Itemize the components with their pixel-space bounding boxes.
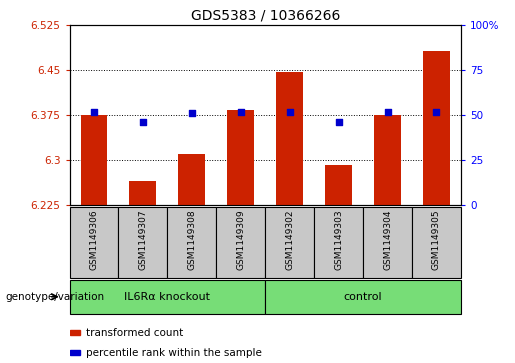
Bar: [118, 207, 167, 278]
Bar: [70, 350, 80, 355]
Bar: [178, 154, 205, 205]
Bar: [412, 207, 461, 278]
Bar: [276, 72, 303, 205]
Text: IL6Rα knockout: IL6Rα knockout: [125, 292, 210, 302]
Bar: [70, 280, 265, 314]
Point: [383, 109, 391, 115]
Text: percentile rank within the sample: percentile rank within the sample: [86, 347, 262, 358]
Text: GSM1149302: GSM1149302: [285, 209, 294, 270]
Point: [432, 109, 440, 115]
Point: [285, 109, 294, 115]
Bar: [227, 110, 254, 205]
Bar: [129, 181, 157, 205]
Bar: [265, 280, 461, 314]
Text: GSM1149303: GSM1149303: [334, 209, 343, 270]
Text: GSM1149308: GSM1149308: [187, 209, 196, 270]
Text: GSM1149304: GSM1149304: [383, 209, 392, 270]
Point: [187, 111, 196, 117]
Bar: [80, 115, 108, 205]
Bar: [363, 207, 412, 278]
Point: [236, 109, 245, 115]
Text: control: control: [344, 292, 382, 302]
Text: GSM1149307: GSM1149307: [139, 209, 147, 270]
Bar: [216, 207, 265, 278]
Text: transformed count: transformed count: [86, 327, 183, 338]
Bar: [265, 207, 314, 278]
Text: GSM1149309: GSM1149309: [236, 209, 245, 270]
Bar: [70, 207, 118, 278]
Text: GSM1149305: GSM1149305: [432, 209, 441, 270]
Bar: [423, 51, 450, 205]
Text: GSM1149306: GSM1149306: [90, 209, 98, 270]
Point: [90, 109, 98, 115]
Text: genotype/variation: genotype/variation: [5, 292, 104, 302]
Bar: [70, 330, 80, 335]
Bar: [325, 165, 352, 205]
Title: GDS5383 / 10366266: GDS5383 / 10366266: [191, 9, 340, 23]
Point: [139, 119, 147, 125]
Bar: [374, 115, 401, 205]
Bar: [167, 207, 216, 278]
Point: [335, 119, 343, 125]
Bar: [314, 207, 363, 278]
